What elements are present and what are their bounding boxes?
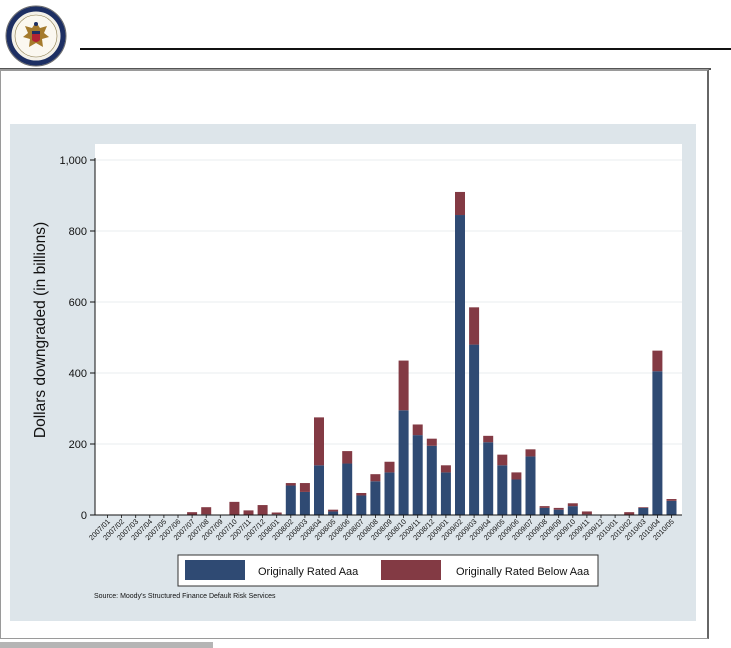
bar-below-aaa-2008-08 bbox=[370, 474, 381, 482]
plot-area bbox=[95, 144, 682, 515]
bar-below-aaa-2009-06 bbox=[511, 472, 522, 480]
legend-swatch-aaa bbox=[185, 560, 245, 580]
legend-label-aaa: Originally Rated Aaa bbox=[258, 566, 359, 578]
bar-aaa-2008-08 bbox=[370, 481, 381, 515]
bar-below-aaa-2009-08 bbox=[539, 506, 550, 508]
y-tick-label: 0 bbox=[81, 510, 87, 522]
bar-aaa-2009-01 bbox=[440, 472, 451, 515]
bar-below-aaa-2008-01 bbox=[271, 512, 282, 515]
y-tick-label: 800 bbox=[69, 226, 87, 238]
bar-below-aaa-2009-11 bbox=[581, 511, 592, 515]
commission-seal-logo bbox=[5, 5, 67, 67]
bar-below-aaa-2009-10 bbox=[567, 503, 578, 507]
bar-aaa-2010-03 bbox=[638, 507, 649, 515]
y-axis-label: Dollars downgraded (in billions) bbox=[32, 222, 49, 438]
bar-aaa-2009-06 bbox=[511, 479, 522, 515]
bar-aaa-2010-04 bbox=[652, 371, 663, 515]
y-tick-label: 200 bbox=[69, 439, 87, 451]
bar-below-aaa-2008-04 bbox=[314, 417, 324, 466]
bar-aaa-2008-12 bbox=[426, 445, 437, 515]
bar-aaa-2009-10 bbox=[567, 506, 578, 515]
bar-below-aaa-2010-02 bbox=[624, 512, 635, 515]
figure-frame bbox=[0, 69, 709, 639]
bar-aaa-2008-04 bbox=[314, 465, 324, 515]
header-rule bbox=[80, 48, 731, 50]
bar-aaa-2009-03 bbox=[469, 344, 480, 515]
bar-below-aaa-2008-05 bbox=[328, 509, 339, 512]
bar-below-aaa-2008-12 bbox=[426, 438, 437, 446]
bar-aaa-2008-10 bbox=[398, 410, 409, 515]
bar-below-aaa-2008-06 bbox=[342, 451, 353, 464]
bar-aaa-2008-02 bbox=[285, 485, 296, 515]
bar-aaa-2009-05 bbox=[497, 465, 508, 515]
source-note: Source: Moody's Structured Finance Defau… bbox=[94, 593, 276, 600]
bar-aaa-2009-09 bbox=[553, 509, 564, 515]
bar-below-aaa-2008-11 bbox=[412, 424, 423, 436]
bar-aaa-2009-07 bbox=[525, 456, 536, 515]
bar-aaa-2009-08 bbox=[539, 507, 550, 515]
bar-aaa-2010-05 bbox=[666, 500, 677, 515]
gridlines bbox=[95, 159, 682, 445]
bar-below-aaa-2007-12 bbox=[257, 505, 268, 515]
bar-below-aaa-2009-04 bbox=[483, 435, 494, 443]
bar-below-aaa-2007-11 bbox=[243, 510, 254, 515]
legend-label-below-aaa: Originally Rated Below Aaa bbox=[456, 566, 590, 578]
bar-below-aaa-2009-01 bbox=[440, 465, 451, 473]
bar-below-aaa-2008-03 bbox=[299, 483, 310, 492]
y-tick-label: 1,000 bbox=[59, 155, 87, 167]
bar-below-aaa-2009-03 bbox=[469, 307, 480, 345]
bar-aaa-2008-05 bbox=[328, 511, 339, 515]
y-tick-label: 600 bbox=[69, 297, 87, 309]
bars bbox=[187, 191, 677, 515]
bar-below-aaa-2009-07 bbox=[525, 449, 536, 457]
page-scroll-bar bbox=[0, 642, 213, 648]
bar-aaa-2008-09 bbox=[384, 472, 395, 515]
bar-below-aaa-2009-02 bbox=[455, 191, 465, 216]
bar-below-aaa-2007-08 bbox=[201, 507, 212, 515]
bar-aaa-2008-03 bbox=[299, 491, 310, 515]
bar-below-aaa-2008-07 bbox=[356, 492, 367, 496]
bar-aaa-2008-07 bbox=[356, 495, 367, 515]
bar-aaa-2008-11 bbox=[412, 435, 423, 515]
bar-aaa-2009-04 bbox=[483, 442, 494, 515]
bar-below-aaa-2008-09 bbox=[384, 461, 395, 473]
bar-below-aaa-2010-03 bbox=[638, 507, 649, 508]
bar-below-aaa-2008-10 bbox=[398, 360, 409, 411]
bar-below-aaa-2008-02 bbox=[285, 483, 296, 486]
bar-aaa-2009-02 bbox=[455, 215, 465, 515]
bar-below-aaa-2010-04 bbox=[652, 350, 663, 372]
bar-below-aaa-2009-05 bbox=[497, 454, 508, 466]
bar-below-aaa-2010-05 bbox=[666, 499, 677, 501]
legend-swatch-below-aaa bbox=[381, 560, 441, 580]
bar-aaa-2008-06 bbox=[342, 463, 353, 515]
bar-below-aaa-2009-09 bbox=[553, 507, 564, 510]
bar-below-aaa-2007-10 bbox=[229, 501, 240, 515]
bar-below-aaa-2007-07 bbox=[187, 512, 198, 515]
legend: Originally Rated Aaa Originally Rated Be… bbox=[177, 554, 599, 587]
y-tick-label: 400 bbox=[69, 368, 87, 380]
